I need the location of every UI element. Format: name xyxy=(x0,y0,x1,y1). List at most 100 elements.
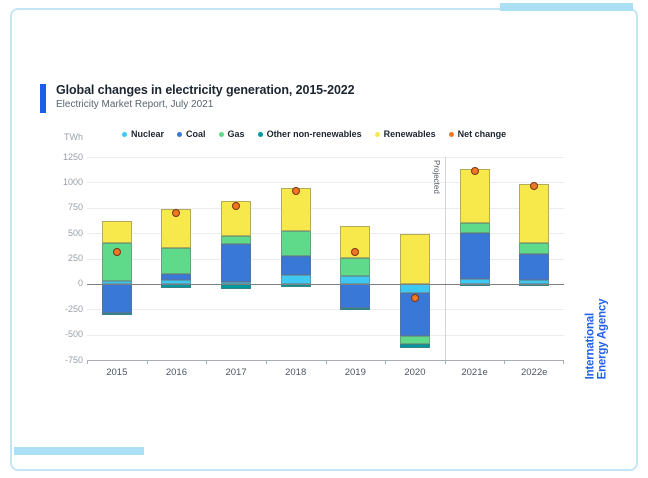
y-tick-label--250: -250 xyxy=(64,303,83,314)
legend-dot-other-non-renewables xyxy=(257,131,263,137)
bar-segment-coal-2021e xyxy=(459,232,490,280)
legend: Nuclear Coal Gas Other non-renewables Renewa… xyxy=(122,129,506,139)
x-axis-tick xyxy=(325,360,327,364)
legend-item-net-change: Net change xyxy=(448,129,507,139)
gridline--500 xyxy=(87,334,564,336)
x-axis-tick xyxy=(385,360,387,364)
chart-plot-area: Projected 2015 2016 2017 2018 2019 2020 2021e 20… xyxy=(87,157,564,378)
x-axis-label-2017: 2017 xyxy=(225,367,247,378)
net-change-dot-2019 xyxy=(351,248,360,256)
legend-item-nuclear: Nuclear xyxy=(122,129,164,139)
deco-bar-bottom-left xyxy=(14,447,144,455)
bar-segment-coal-2018 xyxy=(280,255,311,276)
iea-logo-line1: International xyxy=(584,313,597,380)
net-change-dot-2018 xyxy=(291,186,300,195)
iea-logo-text: International Energy Agency xyxy=(584,289,610,380)
gridline-500 xyxy=(87,233,564,235)
chart-title: Global changes in electricity generation… xyxy=(56,83,355,97)
legend-label-net-change: Net change xyxy=(457,129,507,139)
legend-label-nuclear: Nuclear xyxy=(131,129,165,139)
bar-segment-gas-2017 xyxy=(221,235,252,245)
x-axis-tick xyxy=(206,360,208,364)
net-change-dot-2022e xyxy=(530,181,539,190)
bar-segment-coal-2016 xyxy=(161,274,192,280)
zero-line xyxy=(87,283,564,285)
chart-subtitle: Electricity Market Report, July 2021 xyxy=(56,99,214,110)
legend-dot-net-change xyxy=(448,131,454,137)
x-axis-label-2019: 2019 xyxy=(344,367,366,378)
bar-segment-gas-2021e xyxy=(459,222,490,233)
bar-segment-nuclear-2016 xyxy=(161,279,192,284)
bar-segment-gas-2019 xyxy=(340,258,371,277)
x-axis-label-2020: 2020 xyxy=(404,367,426,378)
bar-segment-gas-2018 xyxy=(280,230,311,256)
bar-segment-nuclear-2019 xyxy=(340,276,371,284)
legend-label-coal: Coal xyxy=(186,129,206,139)
x-axis-label-2021e: 2021e xyxy=(461,367,488,378)
y-axis-labels: 1250 1000 750 500 250 0 -250 -500 -750 xyxy=(30,152,83,365)
y-axis-unit-label: TWh xyxy=(64,132,83,142)
legend-dot-renewables xyxy=(374,131,380,137)
y-tick-label-1000: 1000 xyxy=(62,176,83,187)
legend-label-other-non-renewables: Other non-renewables xyxy=(266,129,362,139)
net-change-dot-2020 xyxy=(410,294,419,303)
bar-segment-renewables-2022e xyxy=(519,184,550,243)
legend-item-gas: Gas xyxy=(218,129,245,139)
bar-segment-renewables-2018 xyxy=(280,187,311,231)
bar-segment-gas-2020 xyxy=(399,335,430,345)
legend-label-renewables: Renewables xyxy=(383,129,436,139)
gridline-250 xyxy=(87,258,564,260)
y-tick-label--500: -500 xyxy=(64,329,83,340)
gridline--250 xyxy=(87,309,564,311)
bar-segment-nuclear-2021e xyxy=(459,279,490,284)
legend-dot-coal xyxy=(177,131,183,137)
net-change-dot-2015 xyxy=(112,248,121,257)
bar-segment-nuclear-2015 xyxy=(101,280,132,284)
net-change-dot-2017 xyxy=(232,202,241,211)
y-tick-label-0: 0 xyxy=(77,278,83,289)
legend-item-renewables: Renewables xyxy=(374,129,436,139)
bar-segment-renewables-2015 xyxy=(101,221,132,243)
legend-dot-nuclear xyxy=(122,131,127,137)
bar-segment-other-non-renewables-2020 xyxy=(399,344,430,348)
gridline-750 xyxy=(87,207,564,209)
iea-logo-line2: Energy Agency xyxy=(597,298,609,380)
page-border-frame xyxy=(10,8,638,471)
y-tick-label-500: 500 xyxy=(67,227,83,238)
net-change-dot-2016 xyxy=(172,208,181,217)
projected-label: Projected xyxy=(431,160,441,194)
y-tick-label-1250: 1250 xyxy=(62,151,83,162)
x-axis-tick xyxy=(265,360,267,364)
y-tick-label-750: 750 xyxy=(67,202,83,213)
deco-bar-top-right xyxy=(500,3,633,11)
bar-segment-coal-2019 xyxy=(340,283,371,309)
bar-segment-coal-2017 xyxy=(221,244,252,283)
bar-segment-renewables-2021e xyxy=(459,169,490,223)
bar-segment-coal-2022e xyxy=(519,253,550,280)
y-tick-label--750: -750 xyxy=(64,354,83,365)
bar-segment-renewables-2020 xyxy=(399,234,430,284)
x-axis-label-2022e: 2022e xyxy=(520,367,548,378)
x-axis-tick xyxy=(146,360,148,364)
x-axis-tick xyxy=(563,360,564,364)
projected-divider xyxy=(444,157,446,360)
gridline-1000 xyxy=(87,182,564,184)
bar-segment-nuclear-2017 xyxy=(221,282,252,285)
x-axis-tick xyxy=(504,360,506,364)
y-tick-label-250: 250 xyxy=(67,253,83,263)
title-accent-bar xyxy=(40,84,46,113)
bar-segment-coal-2015 xyxy=(101,283,132,314)
x-axis-label-2016: 2016 xyxy=(165,367,187,378)
bar-segment-nuclear-2022e xyxy=(519,279,550,284)
bar-segment-renewables-2017 xyxy=(221,200,252,236)
bar-segment-nuclear-2018 xyxy=(280,275,311,284)
bar-segment-gas-2022e xyxy=(519,242,550,254)
legend-label-gas: Gas xyxy=(227,129,245,139)
legend-item-coal: Coal xyxy=(177,129,206,139)
bar-segment-gas-2016 xyxy=(161,247,192,275)
x-axis-label-2015: 2015 xyxy=(106,367,128,378)
x-axis-tick xyxy=(444,360,446,364)
net-change-dot-2021e xyxy=(470,166,479,175)
bar-segment-other-non-renewables-2015 xyxy=(101,313,132,316)
